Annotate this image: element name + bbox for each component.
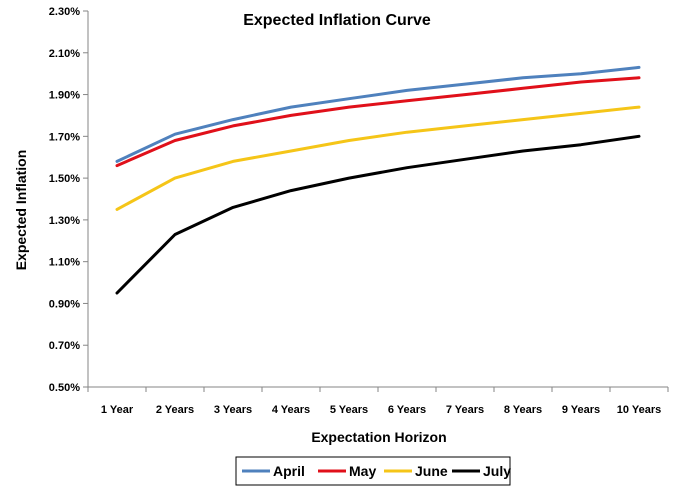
y-tick-label: 2.10% [49, 48, 80, 60]
x-tick-label: 8 Years [504, 404, 542, 416]
chart-title: Expected Inflation Curve [243, 12, 431, 29]
y-tick-label: 1.30% [49, 215, 80, 227]
axes [83, 10, 669, 392]
y-axis-title: Expected Inflation [13, 150, 29, 271]
x-tick-label: 9 Years [562, 404, 600, 416]
y-tick-label: 1.50% [49, 173, 80, 185]
series-line-june [115, 105, 641, 211]
y-tick-label: 0.50% [49, 382, 80, 394]
legend-label-may: May [349, 463, 376, 479]
series-line-april [115, 65, 641, 163]
x-tick-label: 5 Years [330, 404, 368, 416]
x-tick-label: 6 Years [388, 404, 426, 416]
y-tick-label: 2.30% [49, 6, 80, 18]
y-tick-label: 1.10% [49, 257, 80, 269]
x-tick-label: 2 Years [156, 404, 194, 416]
x-tick-label: 4 Years [272, 404, 310, 416]
x-tick-label: 7 Years [446, 404, 484, 416]
y-tick-label: 0.90% [49, 298, 80, 310]
series-line-may [115, 76, 641, 168]
y-tick-label: 0.70% [49, 340, 80, 352]
x-tick-labels: 1 Year 2 Years 3 Years 4 Years 5 Years 6 Year… [101, 404, 661, 416]
series-line-july [115, 134, 641, 295]
y-tick-labels: 0.50% 0.70% 0.90% 1.10% 1.30% 1.50% 1.70% 1.90%… [49, 6, 80, 394]
legend: April May June July [235, 456, 511, 486]
series-lines [115, 65, 641, 295]
legend-label-april: April [273, 463, 305, 479]
x-axis-title: Expectation Horizon [311, 429, 446, 445]
legend-label-july: July [483, 463, 511, 479]
legend-label-june: June [415, 463, 448, 479]
y-tick-label: 1.90% [49, 90, 80, 102]
x-tick-label: 1 Year [101, 404, 134, 416]
x-tick-label: 10 Years [617, 404, 661, 416]
x-tick-label: 3 Years [214, 404, 252, 416]
y-tick-label: 1.70% [49, 131, 80, 143]
